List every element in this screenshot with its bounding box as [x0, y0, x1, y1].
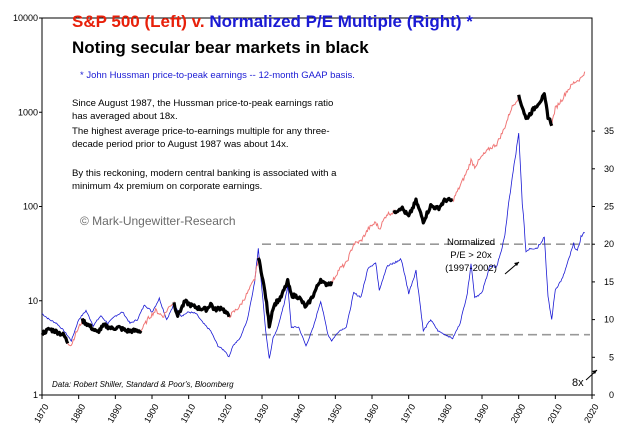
x-tick-label: 2000 — [509, 402, 528, 424]
y-right-tick-label: 10 — [604, 315, 614, 325]
annotation-arrows — [504, 261, 598, 381]
note-text: By this reckoning, modern central bankin… — [72, 168, 337, 192]
label-8x: 8x — [572, 377, 584, 389]
y-axis-left: 1 10 100 1000 10000 — [13, 13, 42, 400]
title-right-part: Normalized P/E Multiple (Right) * — [209, 12, 473, 31]
x-tick-label: 1970 — [399, 402, 418, 424]
bear-market-segment — [40, 326, 70, 345]
reference-lines — [262, 243, 590, 336]
bear-market-segment — [172, 298, 231, 318]
annotation-line: P/E > 20x — [450, 250, 492, 261]
y-axis-right: 0 5 10 15 20 25 30 35 — [592, 126, 614, 400]
bear-market-segment — [256, 257, 334, 329]
pe-multiple-series — [41, 132, 585, 359]
bear-market-segment — [392, 196, 454, 225]
x-tick-label: 2020 — [582, 402, 601, 424]
arrowhead — [514, 262, 519, 266]
x-tick-label: 1930 — [252, 402, 271, 424]
x-axis: 1870 1880 1890 1900 1910 1920 1930 1940 1950 1960… — [32, 395, 601, 425]
x-tick-label: 1990 — [472, 402, 491, 424]
x-tick-label: 1980 — [435, 402, 454, 424]
x-tick-label: 1880 — [69, 402, 88, 424]
x-tick-label: 1940 — [289, 402, 308, 424]
y-right-tick-label: 0 — [609, 390, 614, 400]
data-source: Data: Robert Shiller, Standard & Poor's,… — [52, 380, 234, 389]
y-left-tick-label: 10000 — [13, 13, 38, 23]
x-tick-label: 1960 — [362, 402, 381, 424]
x-tick-label: 1950 — [325, 402, 344, 424]
sp500-series — [40, 71, 586, 347]
y-right-tick-label: 20 — [604, 239, 614, 249]
pe-annotation: Normalized P/E > 20x (1997-2002) — [436, 236, 506, 275]
annotation-line: Normalized — [446, 237, 496, 248]
y-right-tick-label: 15 — [604, 277, 614, 287]
note-text: Since August 1987, the Hussman price-to-… — [72, 98, 334, 122]
watermark: © Mark-Ungewitter-Research — [80, 214, 236, 228]
x-tick-label: 1920 — [215, 402, 234, 424]
y-right-tick-label: 25 — [604, 202, 614, 212]
title-left-part: S&P 500 (Left) v. — [72, 12, 210, 31]
y-right-tick-label: 5 — [609, 352, 614, 362]
pe-multiple-line — [41, 132, 585, 359]
bear-market-segment — [517, 92, 554, 127]
note-text: The highest average price-to-earnings mu… — [72, 126, 330, 150]
y-right-tick-label: 30 — [604, 164, 614, 174]
annotation-line: (1997-2002) — [445, 263, 497, 274]
arrowhead — [592, 370, 597, 374]
footnote: * John Hussman price-to-peak earnings --… — [80, 70, 355, 81]
x-tick-label: 1910 — [179, 402, 198, 424]
x-tick-label: 2010 — [545, 402, 564, 424]
bear-market-segment — [80, 318, 143, 335]
y-left-tick-label: 10 — [28, 296, 38, 306]
y-left-tick-label: 1000 — [18, 107, 38, 117]
x-tick-label: 1900 — [142, 402, 161, 424]
y-left-tick-label: 1 — [33, 390, 38, 400]
chart-title: S&P 500 (Left) v. Normalized P/E Multipl… — [72, 12, 473, 32]
y-left-tick-label: 100 — [23, 202, 38, 212]
chart-subtitle: Noting secular bear markets in black — [72, 38, 369, 57]
y-right-tick-label: 35 — [604, 126, 614, 136]
x-tick-label: 1890 — [105, 402, 124, 424]
x-tick-label: 1870 — [32, 402, 51, 424]
